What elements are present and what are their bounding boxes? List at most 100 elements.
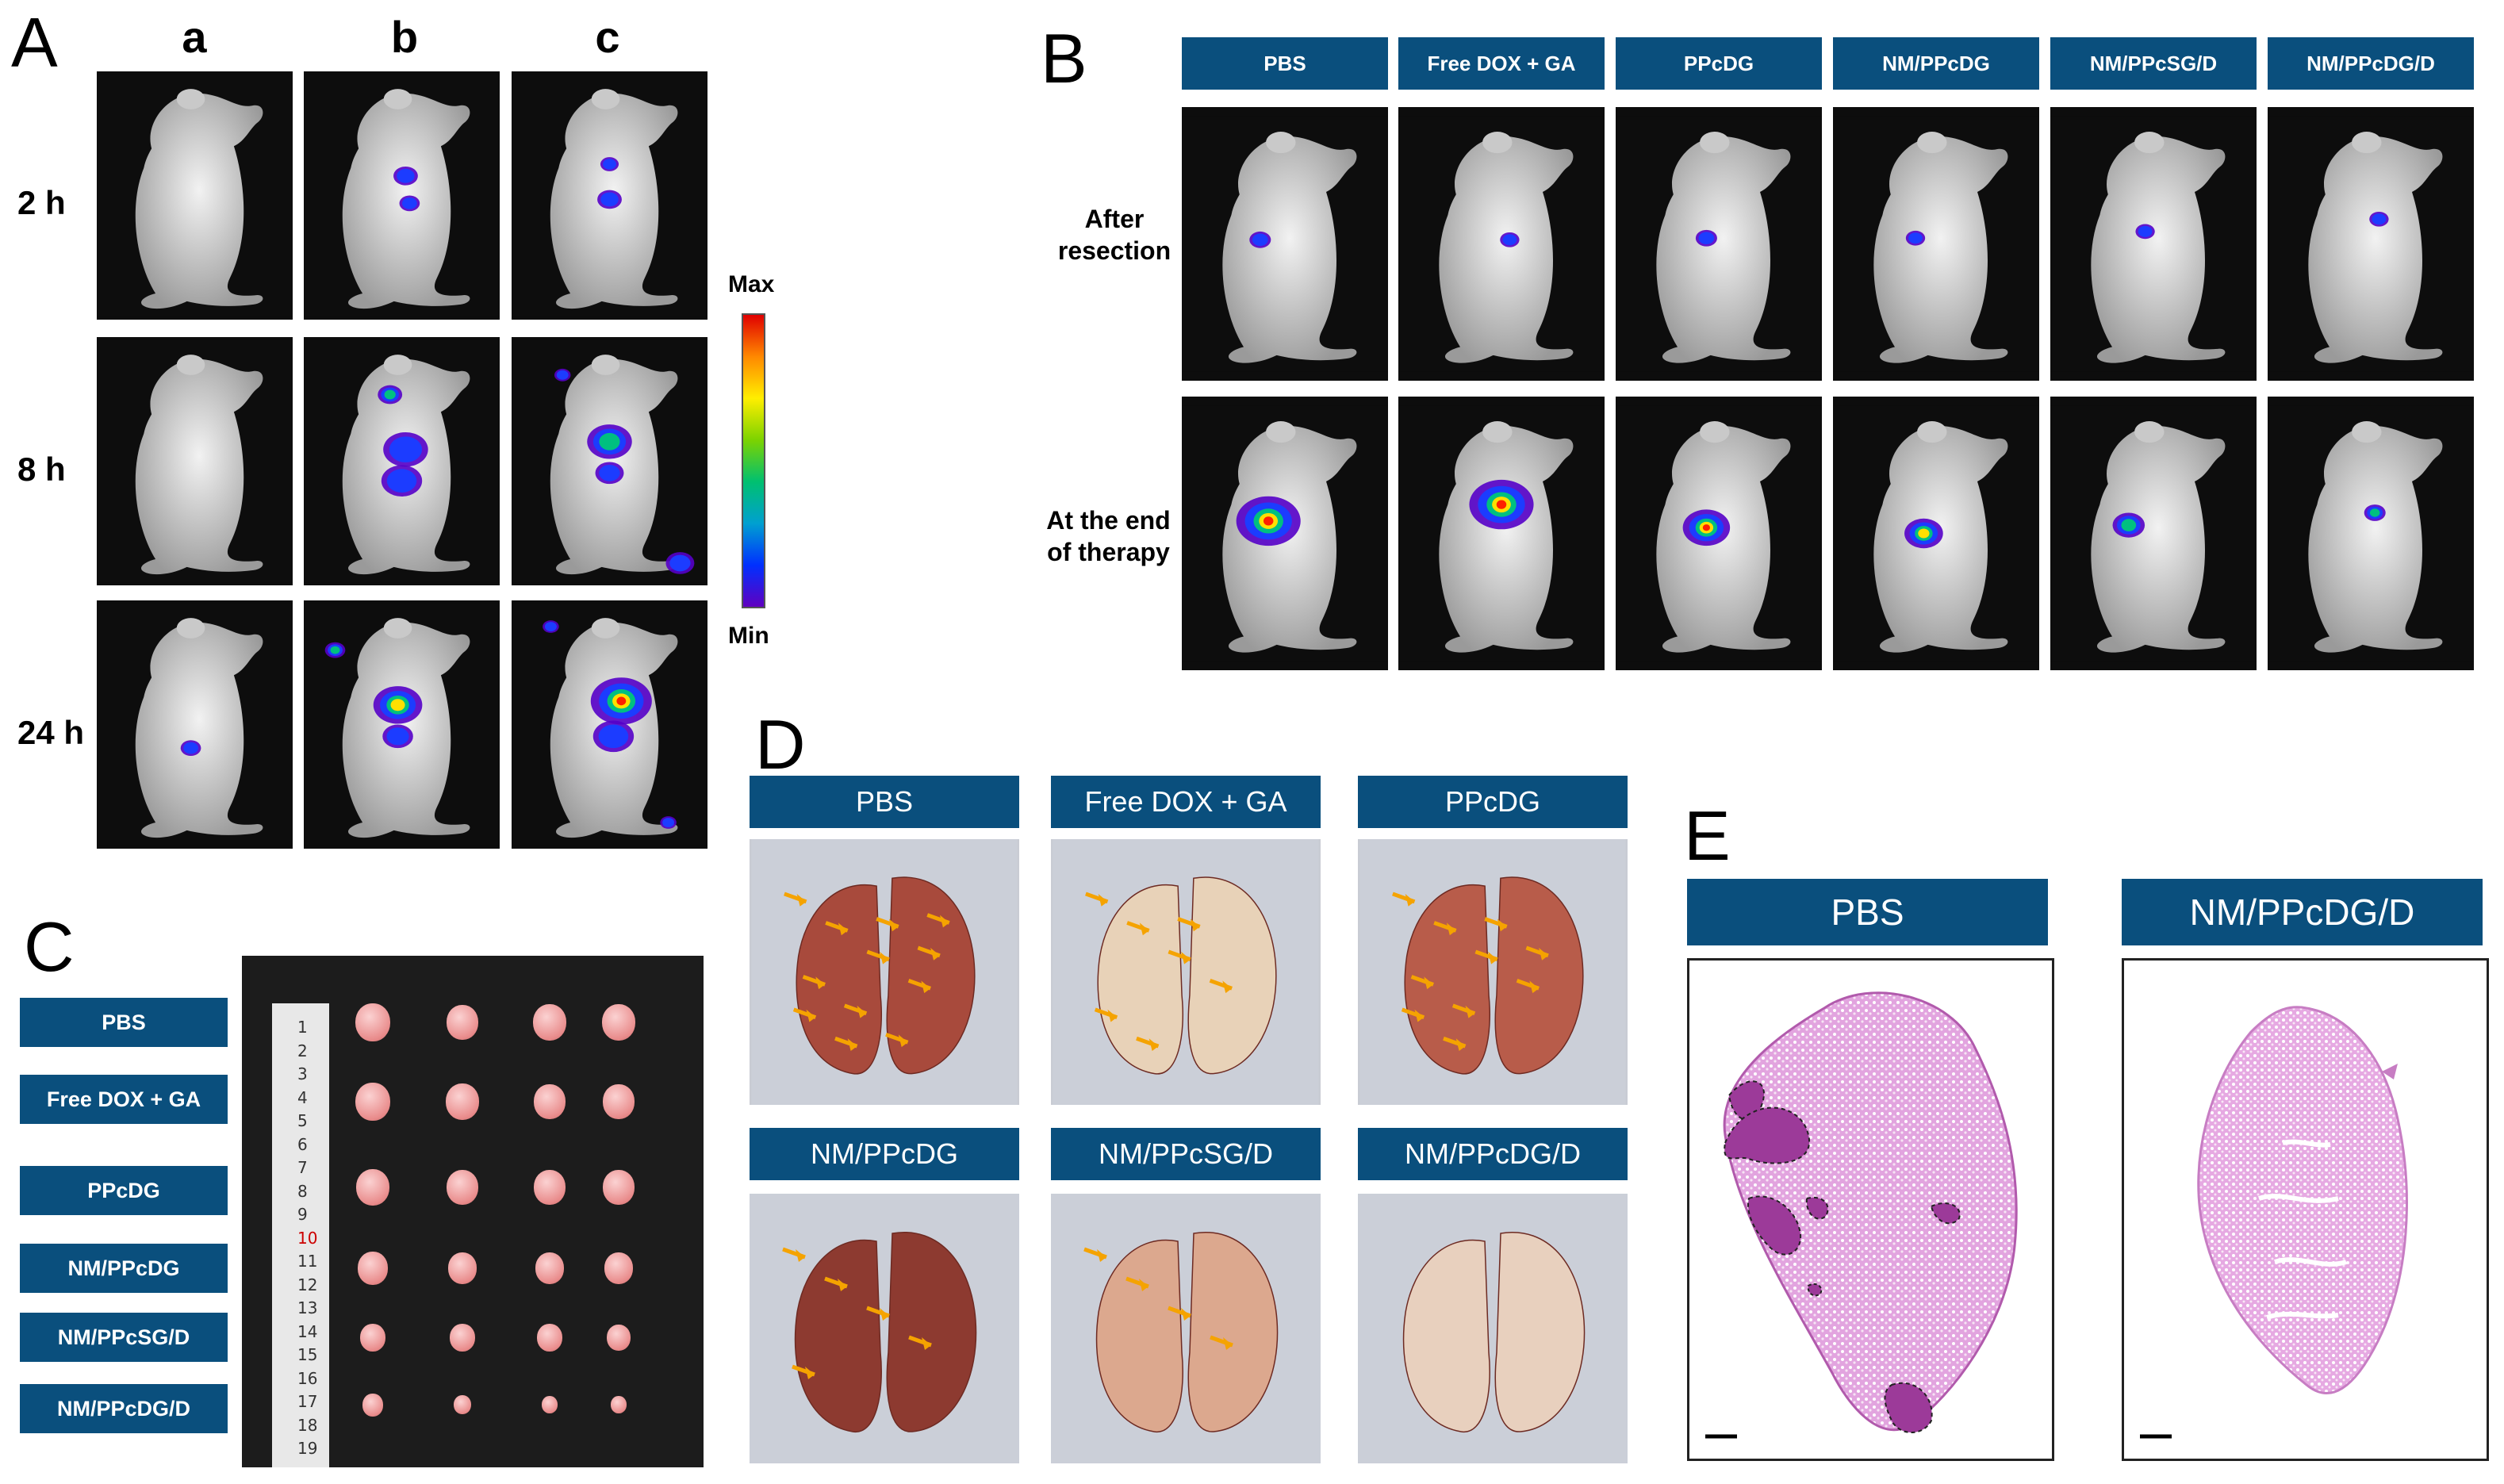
ruler-number: 3 [297, 1064, 308, 1083]
panel-b-image-row2-col3 [1616, 397, 1822, 670]
panel-d-header-3: NM/PPcDG [750, 1128, 1019, 1180]
panel-a-image-2h-b [304, 71, 500, 320]
panel-b-header-2: PPcDG [1616, 37, 1822, 90]
mouse-image [304, 603, 500, 846]
mouse-image [512, 74, 707, 317]
lung-photo-0 [750, 839, 1019, 1105]
panel-a-column-c: c [595, 12, 620, 62]
tumor [447, 1005, 478, 1040]
tumor [602, 1004, 635, 1041]
panel-b-header-3: NM/PPcDG [1833, 37, 2039, 90]
panel-b-image-row1-col1 [1182, 107, 1388, 381]
tumor [355, 1003, 390, 1042]
panel-b-header-1: Free DOX + GA [1398, 37, 1605, 90]
panel-b-image-row1-col2 [1398, 107, 1605, 381]
mouse-image [1833, 405, 2039, 661]
panel-a-row-2h: 2 h [17, 184, 66, 221]
panel-b-image-row1-col3 [1616, 107, 1822, 381]
panel-b-image-row2-col2 [1398, 397, 1605, 670]
lung-photo-3 [750, 1194, 1019, 1463]
panel-c-label-4: NM/PPcSG/D [20, 1313, 228, 1362]
tumor [454, 1395, 471, 1415]
panel-a-image-2h-c [512, 71, 707, 320]
mouse-image [2268, 405, 2474, 661]
panel-a-letter: A [11, 3, 58, 82]
panel-b-image-row1-col6 [2268, 107, 2474, 381]
ruler-number: 16 [297, 1368, 318, 1388]
panel-a-row-8h: 8 h [17, 451, 66, 488]
lung-photo-4 [1051, 1194, 1321, 1463]
lung-image [1051, 1194, 1321, 1463]
histology-nm-ppcdg-d [2122, 958, 2489, 1461]
panel-d-header-0: PBS [750, 776, 1019, 828]
panel-c-label-5: NM/PPcDG/D [20, 1384, 228, 1433]
panel-e-header-nm-ppcdg-d: NM/PPcDG/D [2122, 879, 2483, 945]
panel-a-column-b: b [390, 12, 419, 62]
histology-pbs [1687, 958, 2054, 1461]
panel-b-header-5: NM/PPcDG/D [2268, 37, 2474, 90]
tumor [533, 1004, 566, 1041]
panel-d-header-1: Free DOX + GA [1051, 776, 1321, 828]
panel-b-row2-line2: of therapy [1047, 538, 1170, 566]
tumor [362, 1394, 383, 1417]
ruler-number: 11 [297, 1252, 318, 1271]
panel-d-letter: D [755, 705, 806, 784]
ruler-number: 15 [297, 1345, 318, 1364]
panel-c-label-2: PPcDG [20, 1166, 228, 1215]
tumor [356, 1169, 389, 1206]
mouse-image [1616, 405, 1822, 661]
panel-b-image-row1-col4 [1833, 107, 2039, 381]
ruler-number: 9 [297, 1205, 308, 1224]
ruler-number: 8 [297, 1181, 308, 1201]
ruler-number: 7 [297, 1158, 308, 1177]
mouse-image [97, 339, 293, 583]
panel-a-image-8h-a [97, 337, 293, 585]
mouse-image [2050, 405, 2257, 661]
mouse-image [304, 339, 500, 583]
tumor [604, 1252, 633, 1284]
ruler-number: 17 [297, 1392, 318, 1411]
ruler-number: 12 [297, 1275, 318, 1294]
panel-b-row2-line1: At the end [1046, 506, 1171, 535]
panel-b-row1-label: After resection [1031, 203, 1198, 267]
panel-c-label-3: NM/PPcDG [20, 1244, 228, 1293]
panel-b-header-0: PBS [1182, 37, 1388, 90]
panel-e-letter: E [1684, 796, 1731, 875]
tumor [537, 1324, 562, 1352]
panel-b-header-4: NM/PPcSG/D [2050, 37, 2257, 90]
tumor [446, 1083, 479, 1121]
mouse-image [1398, 405, 1605, 661]
panel-a-column-a: a [182, 12, 207, 62]
mouse-image [1182, 116, 1388, 372]
panel-b-letter: B [1041, 19, 1087, 98]
mouse-image [97, 603, 293, 846]
lung-photo-2 [1358, 839, 1628, 1105]
mouse-image [1182, 405, 1388, 661]
panel-b-image-row2-col6 [2268, 397, 2474, 670]
panel-d-header-5: NM/PPcDG/D [1358, 1128, 1628, 1180]
ruler-number: 6 [297, 1134, 308, 1154]
ruler [272, 1003, 329, 1467]
panel-a-image-2h-a [97, 71, 293, 320]
ruler-number: 13 [297, 1298, 318, 1317]
mouse-image [512, 603, 707, 846]
ruler-number: 14 [297, 1321, 318, 1341]
panel-b-row1-line1: After [1084, 205, 1145, 233]
tumor [447, 1170, 478, 1205]
mouse-image [1398, 116, 1605, 372]
mouse-image [304, 74, 500, 317]
ruler-number: 18 [297, 1415, 318, 1435]
tumor-photo: 1 2 3 4 5 6 7 8 9 10 11 12 13 14 15 16 17 18 19 [242, 956, 704, 1467]
lung-image [1053, 839, 1319, 1105]
ruler-number: 5 [297, 1111, 308, 1130]
mouse-image [2050, 116, 2257, 372]
tumor [355, 1083, 390, 1122]
ruler-number: 10 [297, 1228, 318, 1248]
mouse-image [1616, 116, 1822, 372]
panel-e-header-pbs: PBS [1687, 879, 2048, 945]
panel-c-letter: C [24, 907, 75, 986]
panel-a-image-24h-b [304, 600, 500, 849]
tumor [611, 1396, 627, 1413]
panel-b-image-row2-col1 [1182, 397, 1388, 670]
lung-image [750, 1194, 1019, 1463]
